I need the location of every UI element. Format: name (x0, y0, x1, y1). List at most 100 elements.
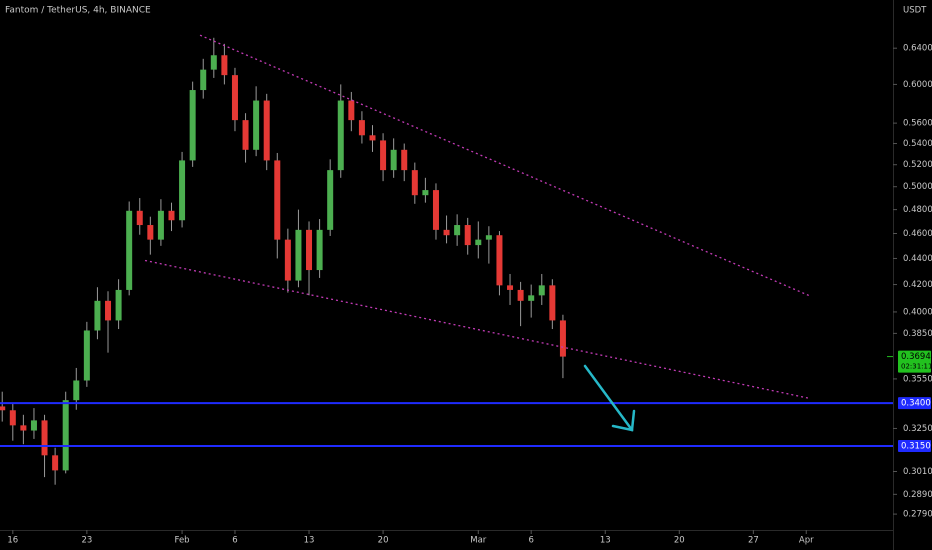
candle-body (485, 235, 492, 240)
countdown-label: 02:31:11 (901, 363, 932, 371)
candle-body (538, 285, 545, 296)
candle-body (390, 149, 397, 171)
x-tick-label: Apr (799, 536, 814, 546)
candle-body (454, 225, 461, 236)
candle-body (443, 229, 450, 236)
x-tick-label: 13 (600, 536, 611, 546)
y-tick-label: 0.3250 (903, 424, 932, 434)
candle-body (200, 69, 207, 91)
candle-body (380, 140, 387, 171)
candle-body (422, 190, 429, 196)
y-tick-label: 0.6000 (903, 80, 932, 90)
candle-body (274, 160, 281, 240)
y-tick-label: 0.6400 (903, 44, 932, 54)
candle-body (179, 160, 186, 221)
y-tick-label: 0.2890 (903, 490, 932, 500)
candle-body (157, 210, 164, 240)
y-axis-label: USDT (903, 6, 927, 16)
candle-body (528, 295, 535, 301)
y-tick-label: 0.5200 (903, 160, 932, 170)
candle-body (348, 100, 355, 121)
arrow (583, 364, 636, 432)
candle-body (9, 410, 16, 426)
candle-body (507, 285, 514, 290)
y-tick-label: 0.5000 (903, 182, 932, 192)
level-label: 0.3400 (901, 399, 931, 409)
candle-body (263, 100, 270, 161)
candle-body (496, 235, 503, 286)
y-tick-label: 0.4400 (903, 254, 932, 264)
trendline (199, 34, 811, 297)
candle-body (369, 135, 376, 141)
x-tick-label: 6 (528, 536, 533, 546)
candle-body (73, 380, 80, 401)
candle-body (253, 100, 260, 150)
level-label: 0.3150 (901, 441, 931, 451)
x-tick-label: Feb (175, 536, 190, 546)
arrow-shaft (583, 364, 634, 432)
y-tick-label: 0.3550 (903, 374, 932, 384)
candle-body (52, 455, 59, 471)
arrow-head (611, 409, 636, 432)
candle-body (168, 210, 175, 221)
level-label-box (898, 439, 931, 452)
chart-title: Fantom / TetherUS, 4h, BINANCE (5, 6, 151, 16)
y-tick-label: 0.4600 (903, 229, 932, 239)
candle-body (115, 289, 122, 321)
candle-body (20, 425, 27, 431)
candle-body (189, 90, 196, 161)
candle-body (242, 120, 249, 150)
x-tick-label: 13 (304, 536, 315, 546)
y-tick-label: 0.3850 (903, 329, 932, 339)
y-tick-label: 0.4200 (903, 280, 932, 290)
level-label-box (898, 397, 931, 410)
candle-body (559, 320, 566, 357)
x-tick-label: Mar (470, 536, 487, 546)
last-price-label: 0.3694 (901, 352, 931, 362)
x-tick-label: 27 (748, 536, 759, 546)
candle-body (358, 120, 365, 136)
candle-body (210, 55, 217, 70)
candle-body (327, 170, 334, 230)
candle-body (306, 229, 313, 271)
candle-body (83, 330, 90, 381)
candle-body (475, 239, 482, 246)
candle-body (62, 400, 69, 471)
y-tick-label: 0.4000 (903, 307, 932, 317)
y-tick-label: 0.3010 (903, 467, 932, 477)
candle-body (147, 225, 154, 240)
candle-body (94, 300, 101, 331)
candle-body (105, 300, 112, 321)
candle-body (41, 420, 48, 456)
candle-body (126, 210, 133, 290)
x-tick-label: 20 (674, 536, 685, 546)
candle-body (0, 406, 6, 411)
candle-body (432, 190, 439, 230)
candle-body (231, 75, 238, 121)
y-tick-label: 0.4800 (903, 205, 932, 215)
candle-body (30, 420, 37, 431)
y-tick-label: 0.5600 (903, 119, 932, 129)
candle-body (517, 289, 524, 301)
y-tick-label: 0.5400 (903, 139, 932, 149)
x-tick-label: 6 (232, 536, 237, 546)
candle-body (295, 229, 302, 281)
candle-body (411, 170, 418, 196)
candle-body (316, 229, 323, 271)
candle-body (337, 100, 344, 171)
candle-body (221, 55, 228, 76)
candle-body (136, 210, 143, 226)
x-tick-label: 23 (81, 536, 92, 546)
x-tick-label: 20 (378, 536, 389, 546)
last-price-box (898, 350, 931, 373)
candle-body (401, 149, 408, 171)
y-tick-label: 0.2790 (903, 510, 932, 520)
x-tick-label: 16 (7, 536, 18, 546)
candle-body (284, 239, 291, 281)
candle-body (549, 285, 556, 321)
candle-body (464, 225, 471, 246)
trendline (144, 259, 811, 400)
